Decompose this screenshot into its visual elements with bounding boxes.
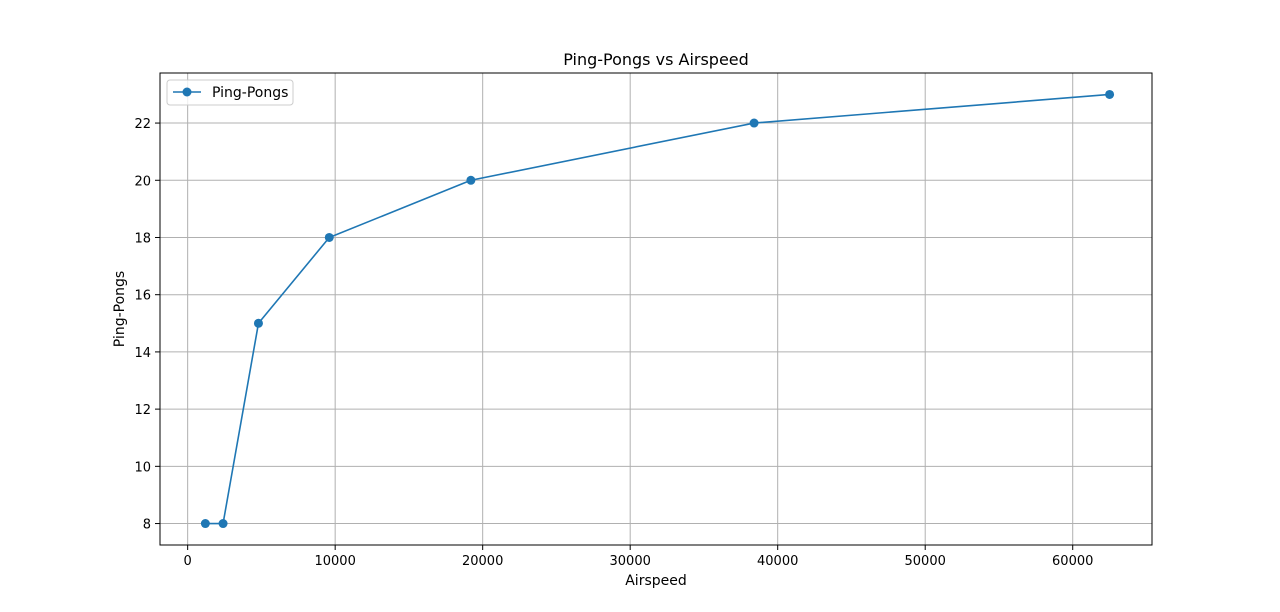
x-tick-label: 50000 bbox=[905, 554, 946, 569]
y-tick-label: 20 bbox=[134, 174, 151, 189]
grid-lines bbox=[160, 73, 1152, 545]
chart-title: Ping-Pongs vs Airspeed bbox=[563, 50, 749, 69]
x-axis-label: Airspeed bbox=[625, 573, 687, 589]
legend-marker-swatch bbox=[182, 87, 192, 97]
data-point bbox=[749, 118, 759, 128]
x-axis-ticks: 0 10000 20000 30000 40000 50000 60000 bbox=[184, 545, 1093, 569]
data-point bbox=[1105, 89, 1115, 99]
data-point bbox=[253, 318, 263, 328]
series-layer bbox=[200, 89, 1115, 529]
x-tick-label: 40000 bbox=[757, 554, 798, 569]
y-tick-label: 8 bbox=[143, 518, 151, 533]
y-tick-label: 22 bbox=[134, 117, 151, 132]
legend-box bbox=[166, 79, 294, 106]
x-tick-label: 20000 bbox=[462, 554, 503, 569]
data-point bbox=[466, 175, 476, 185]
y-tick-label: 10 bbox=[134, 460, 151, 475]
y-tick-label: 14 bbox=[134, 346, 151, 361]
y-tick-label: 18 bbox=[134, 231, 151, 246]
plot-frame bbox=[159, 72, 1153, 546]
x-tick-label: 60000 bbox=[1052, 554, 1093, 569]
data-point bbox=[200, 519, 210, 529]
x-tick-label: 30000 bbox=[610, 554, 651, 569]
y-axis-ticks: 8 10 12 14 16 18 20 22 bbox=[134, 117, 160, 533]
x-tick-label: 10000 bbox=[314, 554, 355, 569]
y-tick-label: 16 bbox=[134, 289, 151, 304]
y-tick-label: 12 bbox=[134, 403, 151, 418]
data-point bbox=[324, 232, 334, 242]
y-axis-label: Ping-Pongs bbox=[112, 271, 128, 347]
legend-label: Ping-Pongs bbox=[212, 85, 288, 101]
data-point bbox=[218, 519, 228, 529]
x-tick-label: 0 bbox=[184, 554, 192, 569]
legend: Ping-Pongs bbox=[166, 79, 294, 106]
